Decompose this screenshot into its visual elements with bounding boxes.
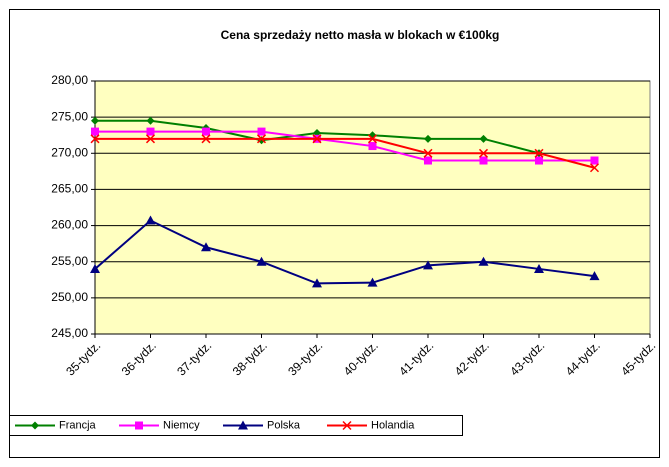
- marker: [589, 271, 600, 281]
- series-line: [94, 219, 595, 285]
- marker: [257, 127, 266, 136]
- y-tick-label: 280,00: [51, 73, 88, 87]
- legend-label: Holandia: [371, 419, 415, 431]
- marker: [90, 134, 100, 144]
- chart-title: Cena sprzedaży netto masła w blokach w €…: [221, 28, 500, 42]
- marker: [90, 263, 100, 273]
- marker: [146, 127, 155, 136]
- marker: [479, 134, 488, 143]
- marker: [238, 420, 248, 430]
- marker: [256, 256, 267, 266]
- series-line: [95, 130, 595, 162]
- y-tick-label: 260,00: [51, 218, 88, 232]
- plot-area: [94, 80, 651, 335]
- marker: [31, 421, 39, 430]
- marker: [479, 156, 488, 165]
- marker: [342, 420, 352, 431]
- marker: [478, 148, 489, 158]
- legend-label: Polska: [267, 419, 301, 431]
- marker: [135, 421, 143, 430]
- marker: [534, 263, 544, 273]
- y-tick-label: 270,00: [51, 145, 88, 159]
- y-tick-label: 245,00: [51, 326, 88, 340]
- marker: [312, 278, 322, 288]
- legend-label: Niemcy: [163, 419, 200, 431]
- marker: [312, 134, 322, 144]
- marker: [423, 148, 433, 158]
- marker: [146, 116, 155, 125]
- marker: [202, 127, 210, 136]
- y-tick-label: 275,00: [51, 109, 88, 123]
- marker: [145, 134, 156, 144]
- marker: [424, 156, 432, 165]
- marker: [368, 142, 377, 151]
- marker: [590, 156, 599, 165]
- marker: [201, 134, 211, 144]
- marker: [478, 256, 489, 266]
- y-tick-label: 265,00: [51, 182, 88, 196]
- marker: [535, 156, 543, 165]
- marker: [201, 242, 211, 252]
- series-line: [95, 137, 595, 169]
- marker: [91, 116, 99, 125]
- marker: [145, 215, 156, 225]
- marker: [424, 134, 432, 143]
- marker: [534, 148, 544, 158]
- marker: [423, 260, 433, 270]
- marker: [367, 134, 378, 144]
- marker: [367, 277, 378, 287]
- marker: [256, 134, 267, 144]
- legend-label: Francja: [59, 419, 97, 431]
- y-tick-label: 255,00: [51, 254, 88, 268]
- marker: [91, 127, 99, 136]
- marker: [589, 163, 600, 173]
- y-tick-label: 250,00: [51, 290, 88, 304]
